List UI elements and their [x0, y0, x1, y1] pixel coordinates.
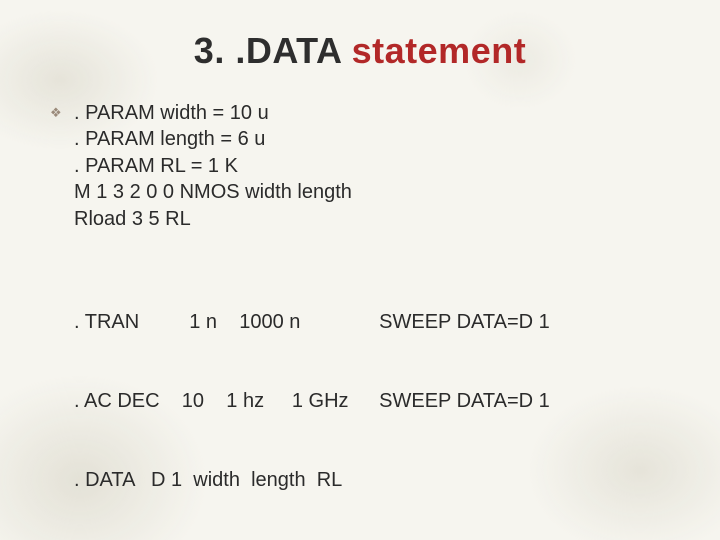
- code-line: . PARAM width = 10 u: [74, 100, 680, 126]
- slide: 3. .DATA statement ❖ . PARAM width = 10 …: [0, 0, 720, 540]
- sweep-line: SWEEP DATA=D 1: [379, 309, 550, 335]
- code-block-2: . TRAN 1 n 1000 n . AC DEC 10 1 hz 1 GHz…: [74, 256, 349, 540]
- code-line: . TRAN 1 n 1000 n: [74, 309, 349, 335]
- slide-title: 3. .DATA statement: [40, 30, 680, 72]
- code-line: . PARAM length = 6 u: [74, 126, 680, 152]
- code-line: . PARAM RL = 1 K: [74, 153, 680, 179]
- title-part-2: statement: [352, 30, 527, 71]
- code-line: Rload 3 5 RL: [74, 206, 680, 232]
- bullet-column: ❖: [50, 100, 74, 540]
- code-line: M 1 3 2 0 0 NMOS width length: [74, 179, 680, 205]
- code-line: . AC DEC 10 1 hz 1 GHz: [74, 388, 349, 414]
- code-line: . DATA D 1 width length RL: [74, 467, 349, 493]
- slide-content: ❖ . PARAM width = 10 u . PARAM length = …: [40, 100, 680, 540]
- sweep-line: SWEEP DATA=D 1: [379, 388, 550, 414]
- text-column: . PARAM width = 10 u . PARAM length = 6 …: [74, 100, 680, 540]
- diamond-bullet-icon: ❖: [50, 106, 62, 119]
- sweep-block: SWEEP DATA=D 1 SWEEP DATA=D 1: [379, 256, 550, 467]
- title-part-1: 3. .DATA: [194, 30, 352, 71]
- code-block-2-row: . TRAN 1 n 1000 n . AC DEC 10 1 hz 1 GHz…: [74, 256, 680, 540]
- code-block-1: . PARAM width = 10 u . PARAM length = 6 …: [74, 100, 680, 232]
